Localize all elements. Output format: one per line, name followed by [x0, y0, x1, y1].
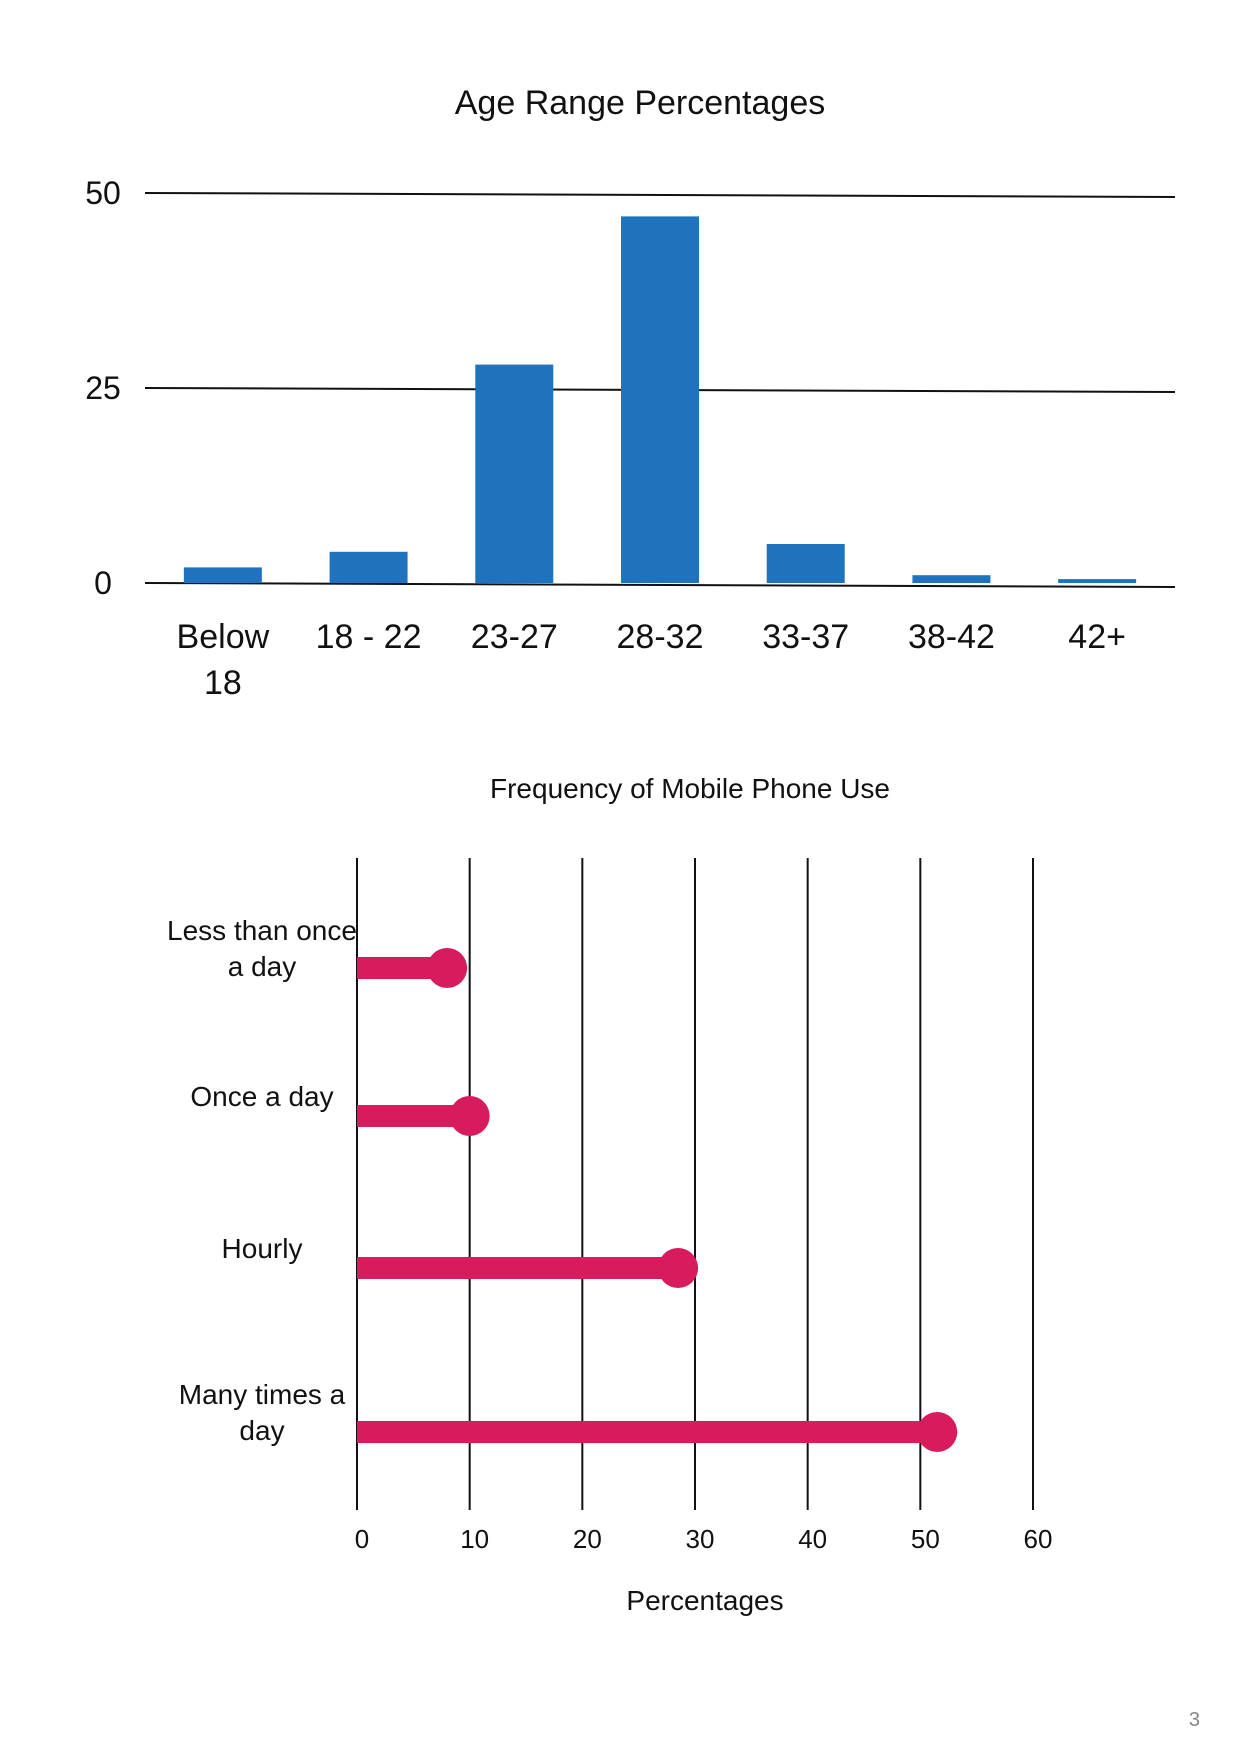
x-tick-label: 10	[460, 1524, 489, 1554]
y-category-label: Hourly	[222, 1233, 303, 1264]
x-tick-label: 20	[573, 1524, 602, 1554]
bar-18-22	[329, 551, 408, 583]
bar-below-18	[183, 567, 262, 583]
x-tick-label: 30	[686, 1524, 715, 1554]
x-tick-label: 60	[1024, 1524, 1053, 1554]
lollipop-dot-3	[658, 1248, 699, 1288]
lollipop-dot-2	[449, 1096, 490, 1136]
bar-33-37	[766, 544, 845, 583]
chart-title: Age Range Percentages	[455, 84, 825, 122]
lollipop-dot-1	[427, 948, 468, 988]
chart-title: Frequency of Mobile Phone Use	[490, 773, 890, 804]
mobile-use-frequency-chart: Frequency of Mobile Phone Use 0 10 20 30 40 50…	[0, 740, 1240, 1640]
bar-28-32	[621, 216, 699, 583]
y-tick-label: 25	[85, 370, 121, 406]
page-number: 3	[1188, 1709, 1200, 1731]
x-tick-label: 42+	[1068, 618, 1126, 656]
bar-42-	[1058, 579, 1137, 583]
gridline-y-0	[144, 582, 1176, 588]
x-tick-label: 50	[911, 1524, 940, 1554]
x-tick-label: 0	[355, 1524, 369, 1554]
bar-23-27	[475, 364, 554, 583]
mobile-use-frequency-chart-svg: Frequency of Mobile Phone Use 0 10 20 30 40 50…	[167, 773, 1053, 1616]
bar-38-42	[912, 575, 991, 583]
x-tick-label: 38-42	[908, 618, 995, 656]
x-tick-label: 33-37	[762, 618, 849, 656]
x-tick-label: 23-27	[471, 618, 558, 656]
y-category-label: Less than once a day	[167, 915, 357, 982]
y-category-label: Many times a day	[179, 1379, 346, 1446]
x-tick-label: 40	[798, 1524, 827, 1554]
x-tick-label: 18 - 22	[316, 618, 422, 656]
x-axis-label: Percentages	[626, 1585, 783, 1616]
x-tick-label: Below 18	[177, 618, 270, 702]
age-range-chart-svg: Age Range Percentages 0 25 50 Below 18 18 - 22…	[85, 84, 1176, 702]
y-tick-label: 0	[94, 565, 112, 601]
y-tick-label: 50	[85, 175, 121, 211]
y-category-label: Once a day	[190, 1081, 333, 1112]
gridline-y-50	[144, 192, 1176, 198]
lollipop-dot-4	[917, 1412, 958, 1452]
age-range-chart: Age Range Percentages 0 25 50 Below 18 18 - 22…	[0, 0, 1240, 740]
x-tick-label: 28-32	[617, 618, 704, 656]
